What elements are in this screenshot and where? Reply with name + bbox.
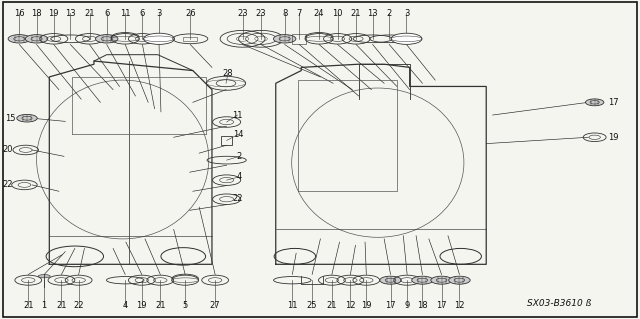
- Ellipse shape: [143, 33, 175, 44]
- Text: 17: 17: [436, 301, 447, 310]
- Text: 5: 5: [182, 301, 188, 310]
- Text: 18: 18: [417, 301, 428, 310]
- Text: 6: 6: [104, 9, 109, 18]
- Bar: [292, 34, 307, 44]
- Ellipse shape: [273, 35, 296, 43]
- Text: 21: 21: [326, 301, 337, 310]
- Text: SX03-B3610 ß: SX03-B3610 ß: [527, 299, 592, 308]
- Ellipse shape: [391, 33, 422, 44]
- Text: 26: 26: [185, 9, 196, 18]
- Ellipse shape: [586, 99, 604, 106]
- Text: 23: 23: [256, 9, 266, 18]
- Text: 21: 21: [155, 301, 166, 310]
- Text: 11: 11: [287, 301, 298, 310]
- Text: 11: 11: [232, 111, 243, 120]
- Text: 28: 28: [223, 69, 233, 78]
- Ellipse shape: [449, 276, 470, 284]
- Ellipse shape: [380, 276, 401, 284]
- Text: 16: 16: [14, 9, 25, 18]
- Text: 10: 10: [332, 9, 343, 18]
- Ellipse shape: [26, 35, 48, 43]
- Text: 6: 6: [140, 9, 145, 18]
- Ellipse shape: [38, 275, 51, 278]
- Text: 2: 2: [387, 9, 392, 18]
- Bar: [183, 37, 197, 41]
- Text: 13: 13: [367, 9, 378, 18]
- Text: 23: 23: [237, 9, 248, 18]
- Text: 13: 13: [65, 9, 76, 18]
- Text: 25: 25: [307, 301, 317, 310]
- Text: 12: 12: [345, 301, 356, 310]
- Text: 4: 4: [123, 301, 128, 310]
- Bar: [221, 136, 232, 145]
- Ellipse shape: [412, 276, 433, 284]
- Text: 3: 3: [156, 9, 162, 18]
- Text: 21: 21: [23, 301, 33, 310]
- Text: 21: 21: [351, 9, 362, 18]
- Text: 17: 17: [385, 301, 396, 310]
- Text: 17: 17: [609, 98, 619, 107]
- Text: 9: 9: [404, 301, 410, 310]
- Ellipse shape: [431, 276, 452, 284]
- Text: 12: 12: [454, 301, 465, 310]
- Ellipse shape: [17, 115, 37, 122]
- Text: 27: 27: [210, 301, 220, 310]
- Text: 15: 15: [5, 114, 15, 123]
- Text: 20: 20: [3, 145, 13, 154]
- Text: 2: 2: [237, 152, 242, 161]
- Ellipse shape: [95, 35, 118, 43]
- Text: 19: 19: [361, 301, 372, 310]
- Text: 21: 21: [84, 9, 95, 18]
- Text: 11: 11: [120, 9, 131, 18]
- Text: 7: 7: [297, 9, 302, 18]
- Ellipse shape: [8, 35, 31, 43]
- Text: 19: 19: [49, 9, 59, 18]
- Text: 22: 22: [2, 181, 12, 189]
- Text: 1: 1: [42, 301, 47, 310]
- Text: 21: 21: [56, 301, 67, 310]
- Text: 4: 4: [236, 173, 241, 182]
- Text: 24: 24: [314, 9, 324, 18]
- Text: 22: 22: [232, 194, 243, 203]
- Text: 18: 18: [31, 9, 42, 18]
- Text: 14: 14: [234, 130, 244, 138]
- Text: 8: 8: [282, 9, 287, 18]
- Text: 3: 3: [404, 9, 409, 18]
- Text: 19: 19: [136, 301, 147, 310]
- Text: 22: 22: [74, 301, 84, 310]
- Text: 19: 19: [609, 133, 619, 142]
